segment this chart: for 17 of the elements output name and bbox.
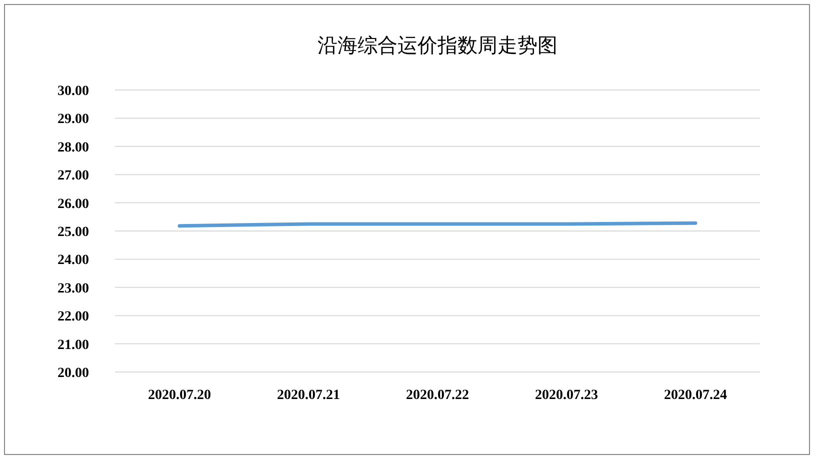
x-tick-label: 2020.07.21: [277, 388, 340, 403]
y-tick-label: 26.00: [58, 196, 89, 212]
x-tick-label: 2020.07.23: [535, 388, 598, 403]
y-tick-label: 27.00: [58, 168, 89, 184]
y-tick-label: 30.00: [58, 84, 89, 99]
y-tick-label: 28.00: [58, 140, 89, 156]
y-tick-label: 21.00: [58, 338, 89, 353]
chart-title: 沿海综合运价指数周走势图: [318, 35, 558, 57]
x-tick-label: 2020.07.20: [148, 388, 211, 403]
y-tick-label: 24.00: [58, 253, 89, 268]
y-tick-label: 25.00: [58, 225, 89, 240]
x-tick-label: 2020.07.22: [406, 388, 469, 403]
y-tick-label: 22.00: [58, 310, 89, 325]
y-tick-label: 29.00: [58, 112, 89, 128]
y-tick-label: 20.00: [58, 366, 89, 381]
x-tick-label: 2020.07.24: [664, 388, 727, 403]
y-tick-label: 23.00: [58, 281, 89, 296]
